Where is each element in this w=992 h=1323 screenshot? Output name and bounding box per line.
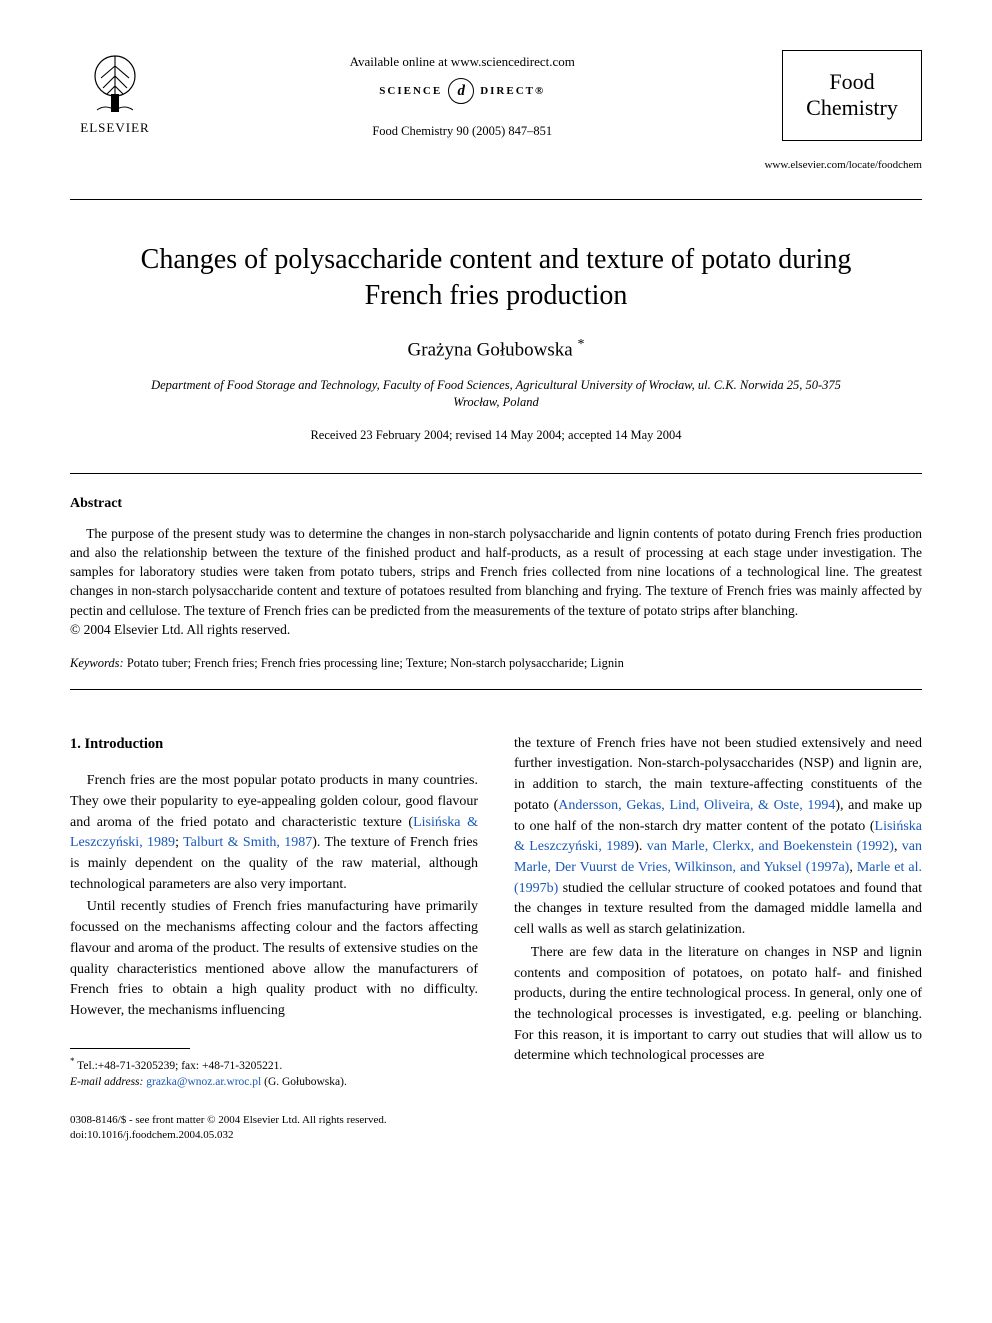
author-name: Grażyna Gołubowska [408, 339, 573, 360]
sciencedirect-logo: SCIENCE d DIRECT® [379, 78, 545, 104]
author-line: Grażyna Gołubowska * [70, 337, 922, 361]
journal-box-col: Food Chemistry www.elsevier.com/locate/f… [764, 50, 922, 171]
right-column: the texture of French fries have not bee… [514, 734, 922, 1091]
abstract-rule [70, 689, 922, 690]
article-title: Changes of polysaccharide content and te… [130, 242, 862, 315]
p3-text-e: , [849, 860, 857, 875]
sd-circle-icon: d [448, 78, 474, 104]
author-corresponding-marker: * [577, 337, 584, 352]
p3-text-c: ). [634, 839, 647, 854]
publisher-name: ELSEVIER [80, 120, 149, 136]
publisher-logo-block: ELSEVIER [70, 50, 160, 136]
citation-text: Food Chemistry 90 (2005) 847–851 [160, 124, 764, 139]
keywords-label: Keywords: [70, 656, 124, 670]
journal-title-line2: Chemistry [789, 95, 915, 121]
journal-header: ELSEVIER Available online at www.science… [70, 50, 922, 171]
doi-line: doi:10.1016/j.foodchem.2004.05.032 [70, 1128, 922, 1143]
section-heading-intro: 1. Introduction [70, 734, 478, 755]
title-rule [70, 473, 922, 474]
issn-line: 0308-8146/$ - see front matter © 2004 El… [70, 1113, 922, 1128]
abstract-heading: Abstract [70, 496, 922, 512]
abstract-body: The purpose of the present study was to … [70, 524, 922, 620]
available-online-text: Available online at www.sciencedirect.co… [160, 54, 764, 70]
citation-ref[interactable]: Andersson, Gekas, Lind, Oliveira, & Oste… [558, 798, 835, 813]
center-header: Available online at www.sciencedirect.co… [160, 50, 764, 139]
header-rule [70, 199, 922, 200]
journal-title-box: Food Chemistry [782, 50, 922, 141]
footnote-email[interactable]: grazka@wnoz.ar.wroc.pl [143, 1076, 261, 1088]
left-column: 1. Introduction French fries are the mos… [70, 734, 478, 1091]
p3-text-f: studied the cellular structure of cooked… [514, 881, 922, 937]
footnote-email-tail: (G. Gołubowska). [261, 1076, 347, 1088]
intro-para-1: French fries are the most popular potato… [70, 771, 478, 895]
footnote-email-label: E-mail address: [70, 1076, 143, 1088]
p1-mid: ; [175, 835, 183, 850]
corresponding-footnote: * Tel.:+48-71-3205239; fax: +48-71-32052… [70, 1055, 478, 1091]
keywords-line: Keywords: Potato tuber; French fries; Fr… [70, 656, 922, 671]
journal-title-line1: Food [789, 69, 915, 95]
sd-right-text: DIRECT® [480, 85, 545, 97]
citation-ref[interactable]: Talburt & Smith, 1987 [183, 835, 312, 850]
abstract-copyright: © 2004 Elsevier Ltd. All rights reserved… [70, 622, 922, 638]
intro-para-4: There are few data in the literature on … [514, 943, 922, 1067]
intro-para-3: the texture of French fries have not bee… [514, 734, 922, 941]
affiliation: Department of Food Storage and Technolog… [140, 377, 852, 412]
keywords-value: Potato tuber; French fries; French fries… [124, 656, 624, 670]
p3-text-d: , [894, 839, 902, 854]
article-dates: Received 23 February 2004; revised 14 Ma… [70, 428, 922, 443]
intro-para-2: Until recently studies of French fries m… [70, 897, 478, 1021]
footnote-tel: Tel.:+48-71-3205239; fax: +48-71-3205221… [75, 1060, 283, 1072]
abstract-block: Abstract The purpose of the present stud… [70, 496, 922, 671]
bottom-meta: 0308-8146/$ - see front matter © 2004 El… [70, 1113, 922, 1144]
footnote-rule [70, 1048, 190, 1049]
sd-left-text: SCIENCE [379, 85, 442, 97]
citation-ref[interactable]: van Marle, Clerkx, and Boekenstein (1992… [647, 839, 894, 854]
journal-url: www.elsevier.com/locate/foodchem [764, 159, 922, 171]
body-columns: 1. Introduction French fries are the mos… [70, 734, 922, 1091]
elsevier-tree-icon [81, 50, 149, 118]
